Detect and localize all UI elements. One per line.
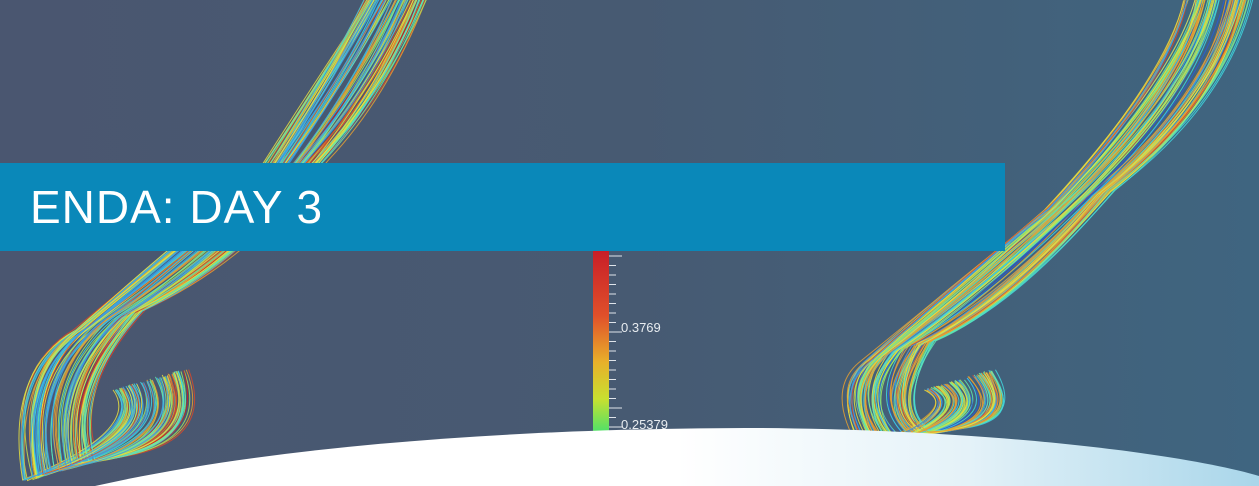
streamline — [31, 0, 375, 478]
colorbar-label: 0.3769 — [621, 320, 661, 335]
streamline — [45, 0, 385, 473]
streamline — [53, 0, 396, 471]
streamline — [39, 0, 382, 476]
colorbar-ticks — [609, 255, 622, 428]
streamline — [896, 0, 1234, 436]
streamline — [67, 0, 402, 468]
colorbar — [593, 251, 609, 436]
wave-shape — [95, 428, 1259, 486]
streamline — [880, 0, 1217, 441]
streamline — [88, 0, 420, 462]
streamline — [76, 0, 414, 464]
banner-title: ENDA: DAY 3 — [30, 181, 324, 233]
streamline — [30, 0, 374, 478]
streamline — [62, 0, 403, 469]
streamline — [872, 0, 1211, 444]
colorbar-label: 0.25379 — [621, 417, 668, 432]
title-banner: ENDA: DAY 3 — [0, 163, 1005, 251]
streamline — [909, 0, 1246, 433]
